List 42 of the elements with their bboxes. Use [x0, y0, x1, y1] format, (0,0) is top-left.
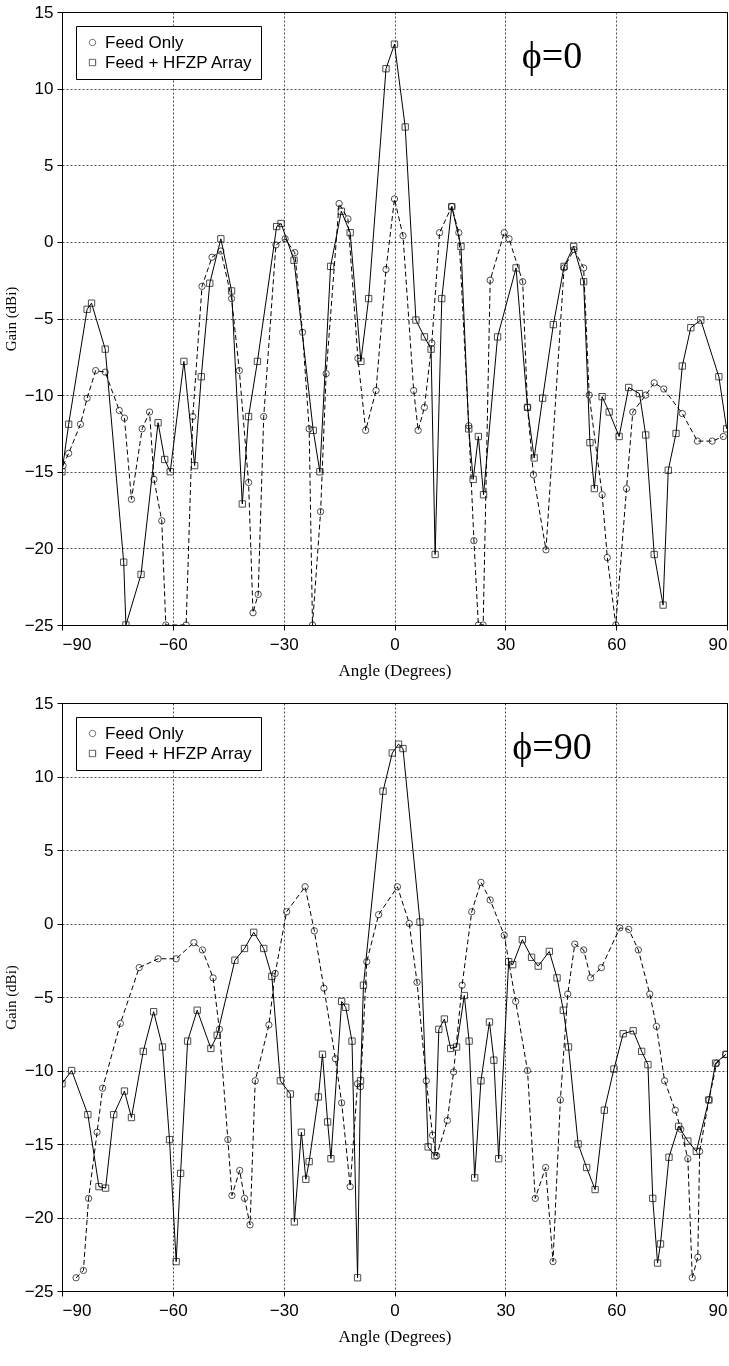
annotation: ϕ=0 [521, 34, 583, 76]
x-tick-label: 0 [390, 634, 400, 654]
x-tick-label: 30 [496, 1300, 516, 1320]
y-tick-label: −25 [24, 1281, 54, 1301]
x-tick-label: −60 [158, 1300, 188, 1320]
y-tick-label: −10 [24, 385, 54, 405]
x-tick-label: 90 [708, 1300, 728, 1320]
y-tick-label: 5 [44, 840, 54, 860]
x-tick-label: 0 [390, 1300, 400, 1320]
legend-label: Feed Only [105, 32, 184, 52]
annotation: ϕ=90 [512, 725, 592, 767]
legend-label: Feed + HFZP Array [105, 52, 253, 72]
x-tick-label: −90 [62, 634, 92, 654]
y-tick-label: −5 [34, 309, 54, 328]
x-tick-label: −60 [158, 634, 188, 654]
x-tick-label: 60 [607, 1300, 627, 1320]
x-tick-label: 60 [607, 634, 627, 654]
x-tick-label: −90 [62, 1300, 92, 1320]
y-axis-title: Gain (dBi) [2, 286, 20, 352]
y-tick-label: −20 [24, 1208, 54, 1227]
y-tick-label: −5 [34, 987, 54, 1007]
y-tick-label: −10 [24, 1061, 54, 1080]
y-tick-label: −15 [24, 462, 54, 482]
y-tick-label: 0 [44, 914, 54, 933]
y-axis-title: Gain (dBi) [2, 965, 20, 1030]
y-tick-label: 15 [34, 2, 54, 22]
x-axis-title: Angle (Degrees) [338, 660, 452, 680]
legend-label: Feed Only [105, 723, 184, 743]
x-tick-label: −30 [269, 1300, 299, 1320]
y-tick-label: 10 [34, 767, 54, 786]
y-tick-label: 15 [34, 693, 54, 713]
y-tick-label: −15 [24, 1134, 54, 1154]
x-tick-label: 90 [708, 634, 728, 654]
y-tick-label: 0 [44, 232, 54, 252]
x-tick-label: −30 [269, 634, 299, 654]
y-tick-label: 5 [44, 155, 54, 175]
legend-label: Feed + HFZP Array [105, 743, 253, 763]
y-tick-label: −20 [24, 538, 54, 558]
y-tick-label: 10 [34, 79, 54, 99]
y-tick-label: −25 [24, 615, 54, 635]
x-axis-title: Angle (Degrees) [338, 1326, 452, 1346]
x-tick-label: 30 [496, 634, 516, 654]
